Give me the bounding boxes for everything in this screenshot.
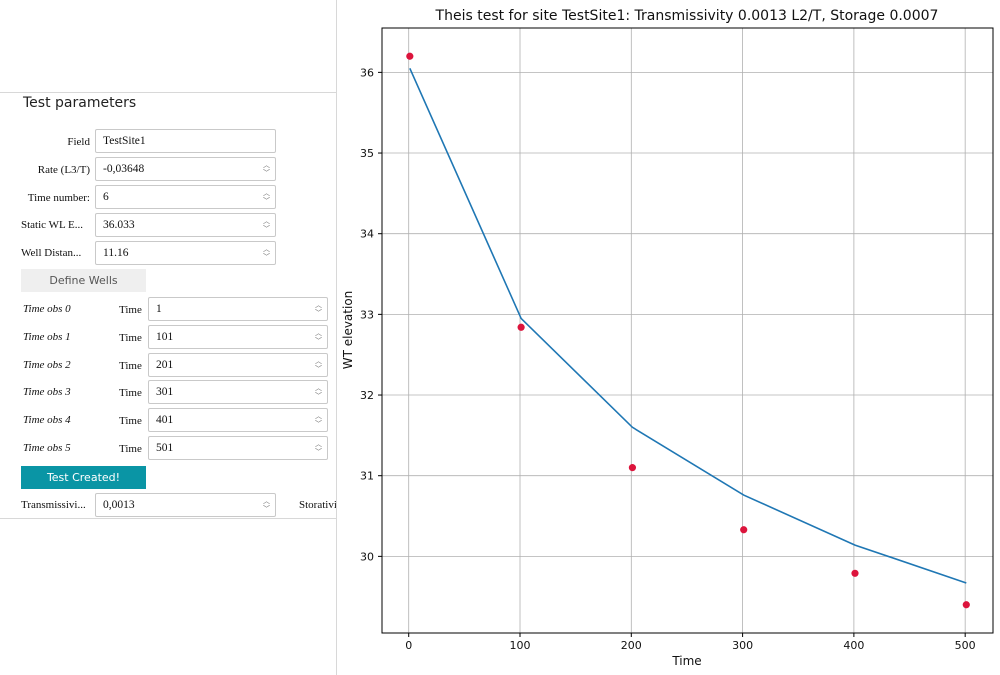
observation-point	[962, 601, 970, 609]
time-obs-5-spinbox[interactable]: 501 ︿ ﹀	[148, 436, 328, 460]
panel-heading: Test parameters	[23, 95, 137, 111]
time-obs-5-value: 501	[156, 442, 174, 454]
time-number-label: Time number:	[27, 192, 90, 204]
storativity-label: Storativi	[299, 499, 337, 511]
top-empty-area	[0, 0, 336, 93]
panel-separator	[336, 0, 337, 675]
time-obs-1-value: 101	[156, 331, 174, 343]
spin-arrows-icon[interactable]: ︿ ﹀	[263, 245, 270, 261]
spin-arrows-icon[interactable]: ︿ ﹀	[263, 497, 270, 513]
static-wl-value: 36.033	[103, 219, 135, 231]
time-obs-0-label: Time obs 0	[23, 303, 71, 315]
field-label: Field	[67, 136, 90, 148]
rate-value: -0,03648	[103, 163, 145, 175]
y-axis-label: WT elevation	[341, 291, 355, 370]
y-tick-label: 30	[360, 550, 374, 563]
x-tick-label: 400	[843, 639, 864, 652]
static-wl-label: Static WL E...	[21, 219, 84, 231]
observation-point	[628, 464, 637, 472]
rate-label: Rate (L3/T)	[37, 164, 90, 176]
spin-arrows-icon[interactable]: ︿ ﹀	[315, 357, 322, 373]
time-word-label: Time	[119, 332, 142, 344]
panel-divider	[0, 518, 336, 519]
time-number-value: 6	[103, 191, 109, 203]
static-wl-spinbox[interactable]: 36.033 ︿ ﹀	[95, 213, 276, 237]
x-tick-label: 300	[732, 639, 753, 652]
y-tick-label: 34	[360, 228, 374, 241]
chart-series	[406, 52, 970, 609]
transmissivity-value: 0,0013	[103, 499, 135, 511]
well-distance-label: Well Distan...	[21, 247, 82, 259]
time-word-label: Time	[119, 443, 142, 455]
spin-arrows-icon[interactable]: ︿ ﹀	[315, 440, 322, 456]
time-obs-4-label: Time obs 4	[23, 414, 71, 426]
axis-ticks: 0 100 200 300 400 500 30 31 32 33 34 35 36	[360, 66, 976, 652]
chart-title: Theis test for site TestSite1: Transmiss…	[435, 8, 939, 24]
field-input[interactable]: TestSite1	[95, 129, 276, 153]
chart-grid	[382, 28, 993, 633]
rate-spinbox[interactable]: -0,03648 ︿ ﹀	[95, 157, 276, 181]
time-obs-5-label: Time obs 5	[23, 442, 71, 454]
x-tick-label: 0	[405, 639, 412, 652]
time-obs-3-value: 301	[156, 386, 174, 398]
time-word-label: Time	[119, 387, 142, 399]
x-tick-label: 200	[621, 639, 642, 652]
time-number-spinbox[interactable]: 6 ︿ ﹀	[95, 185, 276, 209]
observation-point	[517, 323, 525, 331]
well-distance-spinbox[interactable]: 11.16 ︿ ﹀	[95, 241, 276, 265]
time-obs-3-spinbox[interactable]: 301 ︿ ﹀	[148, 380, 328, 404]
time-obs-1-spinbox[interactable]: 101 ︿ ﹀	[148, 325, 328, 349]
spin-arrows-icon[interactable]: ︿ ﹀	[263, 189, 270, 205]
time-word-label: Time	[119, 304, 142, 316]
observation-point	[740, 526, 748, 534]
observation-point	[851, 569, 859, 577]
y-tick-label: 31	[360, 470, 374, 483]
time-obs-2-spinbox[interactable]: 201 ︿ ﹀	[148, 353, 328, 377]
axes-frame	[381, 27, 994, 634]
y-tick-label: 35	[360, 147, 374, 160]
time-word-label: Time	[119, 360, 142, 372]
x-tick-label: 100	[510, 639, 531, 652]
time-obs-2-value: 201	[156, 359, 174, 371]
time-obs-4-value: 401	[156, 414, 174, 426]
parameters-panel: Test parameters Field TestSite1 Rate (L3…	[0, 0, 338, 675]
spin-arrows-icon[interactable]: ︿ ﹀	[315, 384, 322, 400]
model-curve-line	[409, 68, 967, 584]
spin-arrows-icon[interactable]: ︿ ﹀	[315, 412, 322, 428]
time-word-label: Time	[119, 415, 142, 427]
time-obs-4-spinbox[interactable]: 401 ︿ ﹀	[148, 408, 328, 432]
y-tick-label: 33	[360, 308, 374, 321]
spin-arrows-icon[interactable]: ︿ ﹀	[315, 301, 322, 317]
test-created-button[interactable]: Test Created!	[21, 466, 146, 489]
x-tick-label: 500	[955, 639, 976, 652]
spin-arrows-icon[interactable]: ︿ ﹀	[263, 161, 270, 177]
spin-arrows-icon[interactable]: ︿ ﹀	[263, 217, 270, 233]
time-obs-0-value: 1	[156, 303, 162, 315]
time-obs-3-label: Time obs 3	[23, 386, 71, 398]
transmissivity-spinbox[interactable]: 0,0013 ︿ ﹀	[95, 493, 276, 517]
time-obs-2-label: Time obs 2	[23, 359, 71, 371]
spin-arrows-icon[interactable]: ︿ ﹀	[315, 329, 322, 345]
transmissivity-label: Transmissivi...	[21, 499, 86, 511]
x-axis-label: Time	[671, 654, 701, 668]
theis-chart: Theis test for site TestSite1: Transmiss…	[341, 8, 994, 668]
well-distance-value: 11.16	[103, 247, 129, 259]
time-obs-1-label: Time obs 1	[23, 331, 71, 343]
observation-point	[406, 52, 414, 60]
y-tick-label: 36	[360, 66, 374, 79]
y-tick-label: 32	[360, 389, 374, 402]
time-obs-0-spinbox[interactable]: 1 ︿ ﹀	[148, 297, 328, 321]
define-wells-button[interactable]: Define Wells	[21, 269, 146, 292]
